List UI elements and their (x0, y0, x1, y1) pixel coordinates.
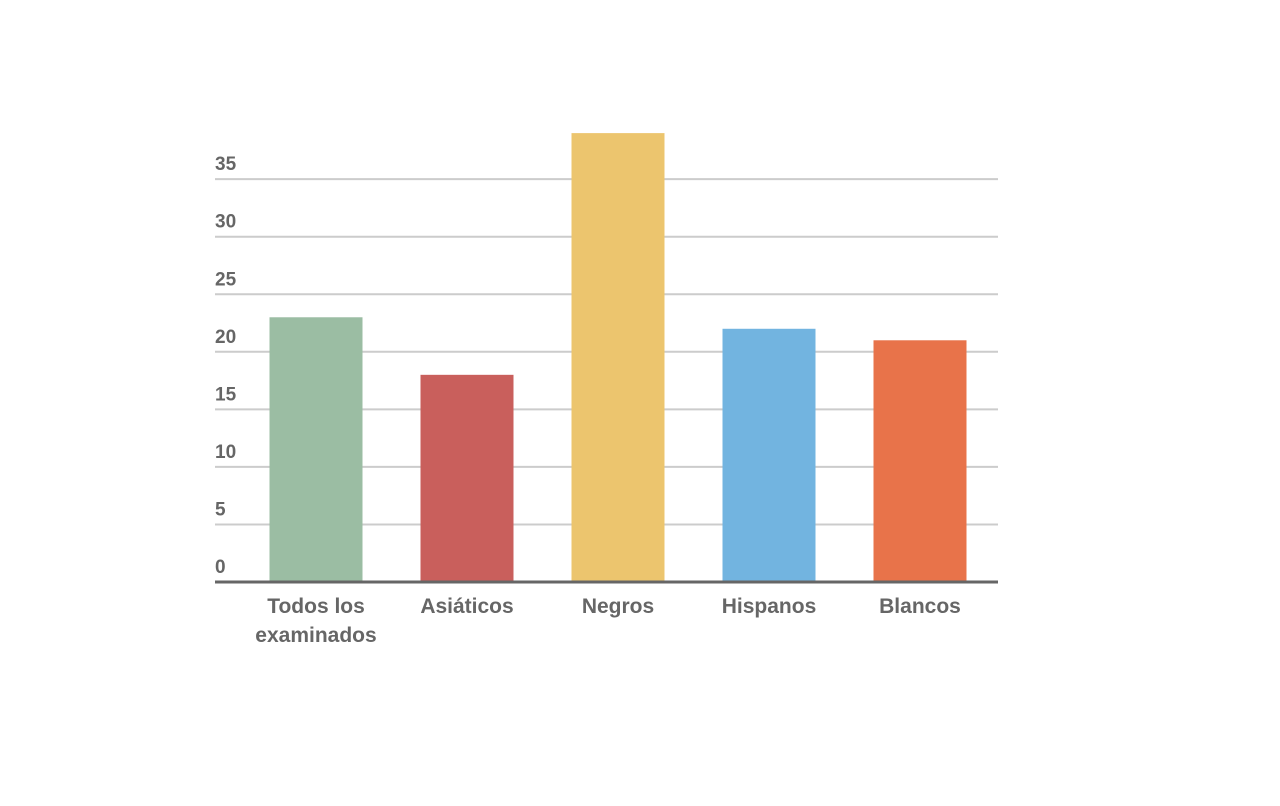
x-tick-label: Asiáticos (420, 595, 514, 618)
x-tick-label: Negros (581, 595, 655, 618)
bar (269, 317, 363, 582)
y-tick-label: 20 (215, 327, 236, 348)
y-tick-label: 15 (215, 384, 237, 405)
y-tick-label: 5 (215, 499, 226, 520)
y-tick-label: 0 (215, 557, 226, 578)
bar (873, 340, 967, 582)
y-tick-label: 10 (215, 442, 236, 463)
y-tick-label: 25 (215, 269, 237, 290)
y-tick-label: 30 (215, 212, 236, 233)
x-tick-label: Todos los examinados (255, 595, 377, 647)
bar (420, 374, 514, 582)
y-tick-label: 35 (215, 154, 237, 175)
x-tick-label: Hispanos (721, 595, 817, 618)
x-tick-label: Blancos (879, 595, 961, 618)
bar (722, 328, 816, 582)
bar (571, 133, 665, 583)
